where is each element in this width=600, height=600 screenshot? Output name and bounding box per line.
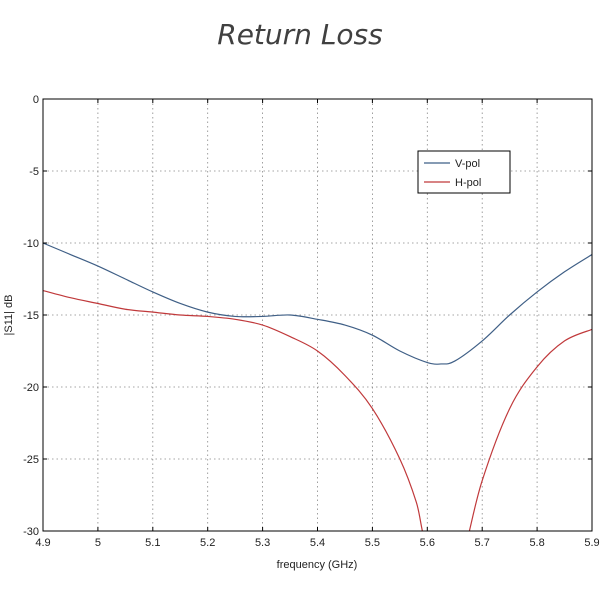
y-tick-label: -15 xyxy=(23,310,39,322)
y-tick-label: -10 xyxy=(23,238,39,250)
y-tick-label: 0 xyxy=(33,94,39,106)
x-axis-label: frequency (GHz) xyxy=(277,559,358,571)
x-tick-label: 5.6 xyxy=(420,537,435,549)
series-line-h-pol xyxy=(43,289,592,531)
x-tick-label: 5.7 xyxy=(475,537,490,549)
x-tick-label: 4.9 xyxy=(35,537,50,549)
x-tick-label: 5.9 xyxy=(584,537,599,549)
legend-label-h-pol: H-pol xyxy=(455,177,481,189)
y-tick-label: -30 xyxy=(23,526,39,538)
x-tick-label: 5 xyxy=(95,537,101,549)
legend: V-pol H-pol xyxy=(417,150,511,194)
x-tick-label: 5.4 xyxy=(310,537,325,549)
legend-label-v-pol: V-pol xyxy=(455,158,480,170)
series-line-v-pol xyxy=(43,242,592,365)
x-tick-label: 5.2 xyxy=(200,537,215,549)
x-tick-label: 5.8 xyxy=(529,537,544,549)
x-tick-label: 5.5 xyxy=(365,537,380,549)
x-tick-label: 5.1 xyxy=(145,537,160,549)
y-tick-label: -5 xyxy=(29,166,39,178)
chart-title: Return Loss xyxy=(217,18,383,51)
x-tick-label: 5.3 xyxy=(255,537,270,549)
y-tick-label: -25 xyxy=(23,454,39,466)
y-axis-label: |S11| dB xyxy=(3,295,15,336)
legend-box xyxy=(417,150,511,194)
y-tick-label: -20 xyxy=(23,382,39,394)
